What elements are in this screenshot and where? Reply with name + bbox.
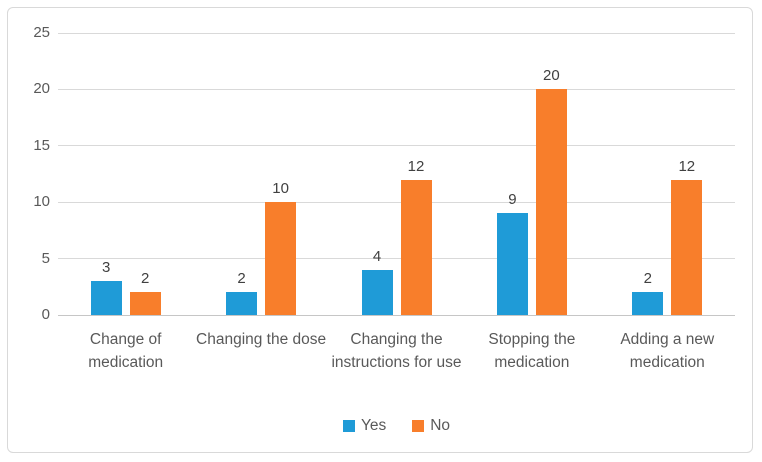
legend-label: Yes [360,417,387,434]
bar-yes [632,292,664,315]
bar-value-label: 12 [678,157,696,175]
bar-value-label: 12 [407,157,425,175]
y-tick-label: 20 [33,80,50,98]
chart-legend: Yes No [58,418,735,434]
bar-yes [496,213,528,315]
x-axis-category-label: Change of medication [88,331,164,371]
legend-label: No [430,417,451,434]
bar-value-label: 2 [237,270,246,288]
gridline [58,201,735,203]
y-tick-label: 0 [41,306,50,323]
x-axis-category-label: Changing the dose [196,331,327,348]
bar-no [400,179,432,315]
y-tick-label: 5 [41,249,50,267]
bar-value-label: 9 [508,191,517,209]
legend-item-yes: Yes [342,417,387,434]
gridline [58,88,735,90]
bar-yes [226,292,258,315]
gridline [58,32,735,34]
x-axis-category-label: Changing the instructions for use [331,331,462,371]
legend-item-no: No [412,418,450,434]
bar-yes [90,281,122,315]
legend-swatch-icon [412,420,425,432]
x-axis-category-label: Adding a new medication [620,331,715,371]
y-tick-label: 25 [33,24,50,41]
bar-value-label: 10 [272,180,289,198]
y-tick-label: 10 [33,193,50,211]
bar-no [671,179,703,315]
chart-border: 0 5 10 15 20 25 3 2 Change of medication 2 10 Chang… [7,7,753,453]
y-tick-label: 15 [33,136,50,154]
bar-no [535,89,567,315]
bar-value-label: 2 [141,270,150,288]
gridline [58,145,735,147]
bar-value-label: 2 [643,270,652,288]
bar-no [129,292,161,315]
legend-swatch-icon [342,420,355,432]
bar-value-label: 20 [543,67,560,85]
bar-yes [361,269,393,315]
gridline [58,258,735,260]
bar-value-label: 4 [372,247,382,265]
x-axis-line [58,314,735,316]
bar-no [265,202,297,315]
bar-value-label: 3 [102,259,111,277]
x-axis-category-label: Stopping the medication [488,331,576,371]
